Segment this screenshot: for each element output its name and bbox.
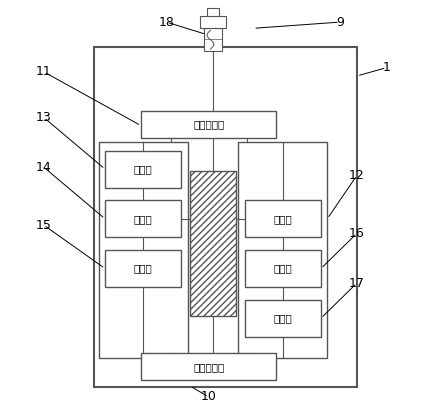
Bar — [190, 171, 236, 316]
Text: 滤波器: 滤波器 — [273, 214, 292, 224]
Text: 9: 9 — [336, 15, 344, 29]
Text: 功放端: 功放端 — [134, 264, 153, 274]
Bar — [245, 250, 321, 287]
Text: 第一双功器: 第一双功器 — [193, 120, 225, 130]
Bar — [105, 151, 181, 188]
Text: 1: 1 — [383, 61, 391, 74]
Bar — [245, 300, 321, 337]
Text: 15: 15 — [36, 219, 52, 231]
Bar — [99, 142, 187, 358]
Bar — [204, 28, 222, 51]
Bar — [207, 8, 219, 16]
Text: 隔离器: 隔离器 — [273, 313, 292, 323]
Bar — [105, 250, 181, 287]
Bar — [95, 47, 357, 387]
Text: 11: 11 — [36, 65, 52, 78]
Text: 17: 17 — [349, 276, 365, 289]
Text: 第二双功器: 第二双功器 — [193, 362, 225, 372]
Bar — [200, 16, 226, 28]
Text: 12: 12 — [349, 169, 365, 182]
Bar — [105, 200, 181, 238]
Text: 10: 10 — [201, 390, 217, 404]
Bar — [141, 111, 276, 138]
Bar — [239, 142, 327, 358]
Bar — [141, 354, 276, 380]
Text: 低噪器: 低噪器 — [273, 264, 292, 274]
Text: 隔离器: 隔离器 — [134, 164, 153, 174]
Bar — [245, 200, 321, 238]
Text: 13: 13 — [36, 111, 52, 124]
Text: 18: 18 — [158, 15, 174, 29]
Text: 14: 14 — [36, 161, 52, 173]
Text: 16: 16 — [349, 227, 365, 240]
Text: 滤波器: 滤波器 — [134, 214, 153, 224]
